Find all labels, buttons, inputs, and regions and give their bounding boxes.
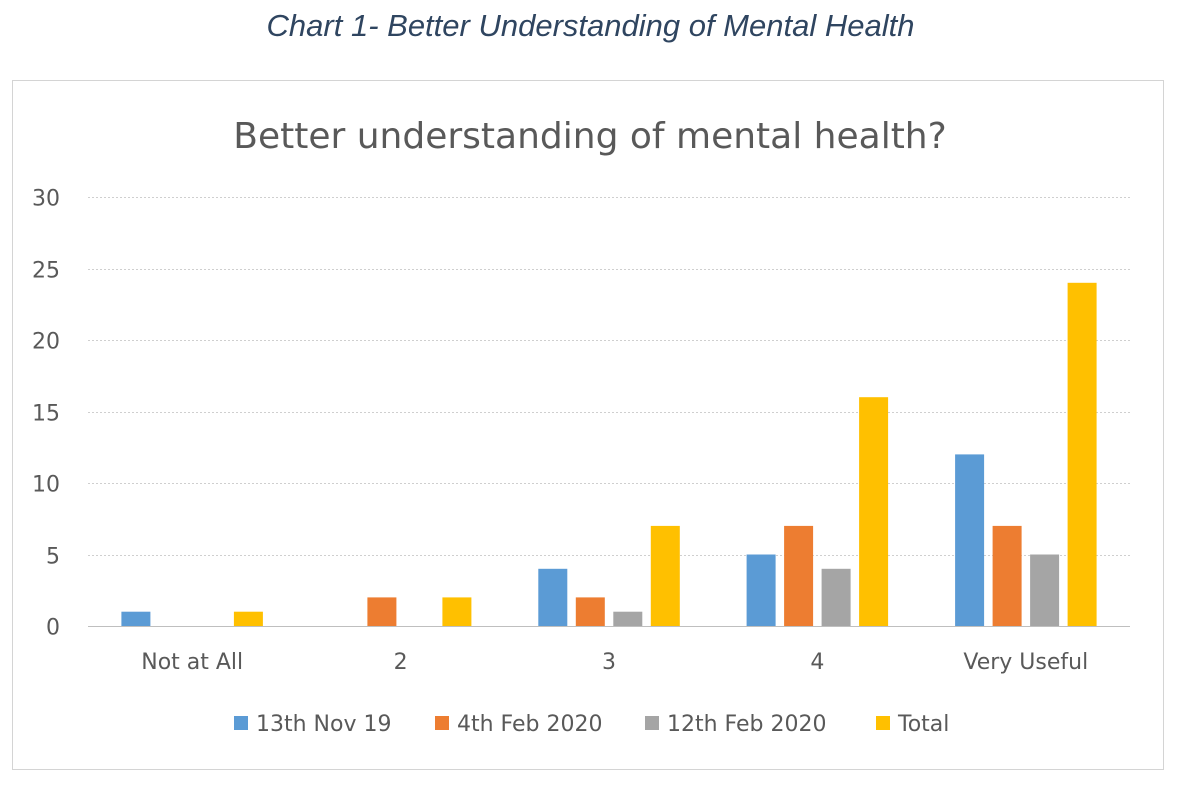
bar bbox=[121, 611, 151, 626]
bar bbox=[859, 397, 889, 626]
legend-swatch bbox=[435, 716, 449, 730]
y-tick-label: 30 bbox=[32, 187, 60, 212]
bars bbox=[121, 282, 1097, 626]
y-tick-label: 5 bbox=[46, 545, 60, 570]
bar bbox=[613, 611, 643, 626]
legend-swatch bbox=[645, 716, 659, 730]
legend-label: Total bbox=[897, 712, 949, 737]
x-category-label: 3 bbox=[602, 650, 616, 675]
chart-frame bbox=[12, 80, 1164, 770]
legend-label: 13th Nov 19 bbox=[256, 712, 391, 737]
bar bbox=[538, 568, 568, 626]
legend-label: 12th Feb 2020 bbox=[667, 712, 827, 737]
bar bbox=[1030, 554, 1060, 626]
bar bbox=[1067, 282, 1097, 626]
y-tick-label: 15 bbox=[32, 402, 60, 427]
legend-label: 4th Feb 2020 bbox=[457, 712, 603, 737]
y-axis-ticks: 0 5 10 15 20 25 30 bbox=[32, 187, 60, 641]
bar bbox=[650, 525, 680, 626]
bar bbox=[784, 525, 814, 626]
chart-title: Better understanding of mental health? bbox=[233, 116, 946, 157]
bar bbox=[367, 597, 397, 626]
bar bbox=[575, 597, 605, 626]
bar bbox=[821, 568, 851, 626]
legend-swatch bbox=[876, 716, 890, 730]
y-tick-label: 20 bbox=[32, 330, 60, 355]
bar bbox=[442, 597, 472, 626]
x-category-label: 2 bbox=[394, 650, 408, 675]
x-category-label: Very Useful bbox=[963, 650, 1088, 675]
bar bbox=[992, 525, 1022, 626]
chart-caption: Chart 1- Better Understanding of Mental … bbox=[266, 8, 915, 43]
x-category-label: Not at All bbox=[141, 650, 243, 675]
bar bbox=[746, 554, 776, 626]
x-category-label: 4 bbox=[810, 650, 824, 675]
bar bbox=[233, 611, 263, 626]
bar bbox=[955, 454, 985, 626]
legend-swatch bbox=[234, 716, 248, 730]
y-tick-label: 0 bbox=[46, 616, 60, 641]
legend: 13th Nov 19 4th Feb 2020 12th Feb 2020 Tota… bbox=[234, 712, 949, 737]
y-tick-label: 25 bbox=[32, 259, 60, 284]
y-tick-label: 10 bbox=[32, 473, 60, 498]
x-axis-categories: Not at All 2 3 4 Very Useful bbox=[141, 650, 1088, 675]
